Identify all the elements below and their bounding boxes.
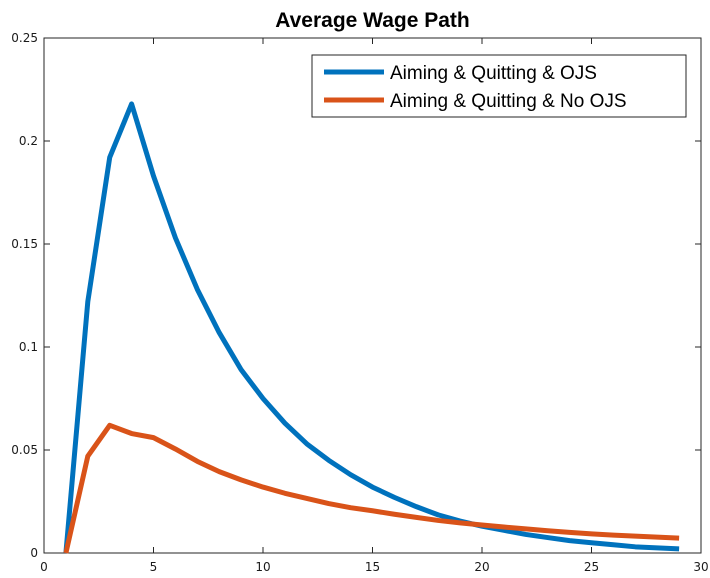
x-tick-label: 25	[584, 560, 599, 574]
series-lines	[63, 101, 680, 554]
legend-label-1: Aiming & Quitting & OJS	[390, 63, 597, 84]
y-tick-label: 0.2	[19, 134, 38, 148]
x-tick-label: 0	[40, 560, 48, 574]
x-tick-label: 15	[365, 560, 380, 574]
y-tick-label: 0.05	[11, 443, 38, 457]
y-tick-label: 0.15	[11, 237, 38, 251]
legend-box	[311, 54, 687, 118]
chart-title: Average Wage Path	[275, 9, 470, 32]
x-tick-label: 20	[474, 560, 489, 574]
y-tick-label: 0.25	[11, 31, 38, 45]
legend-label-2: Aiming & Quitting & No OJS	[390, 91, 627, 112]
legend: Aiming & Quitting & OJS Aiming & Quitting…	[311, 54, 687, 118]
x-tick-label: 5	[150, 560, 158, 574]
axis-ticks: 0 5 10 15 20 25 30 0 0.05 0.1 0.15 0.2 0.25	[11, 31, 708, 574]
series-line-1	[63, 101, 680, 554]
x-tick-label: 10	[255, 560, 270, 574]
x-tick-label: 30	[693, 560, 708, 574]
y-tick-label: 0	[30, 546, 38, 560]
y-tick-label: 0.1	[19, 340, 38, 354]
